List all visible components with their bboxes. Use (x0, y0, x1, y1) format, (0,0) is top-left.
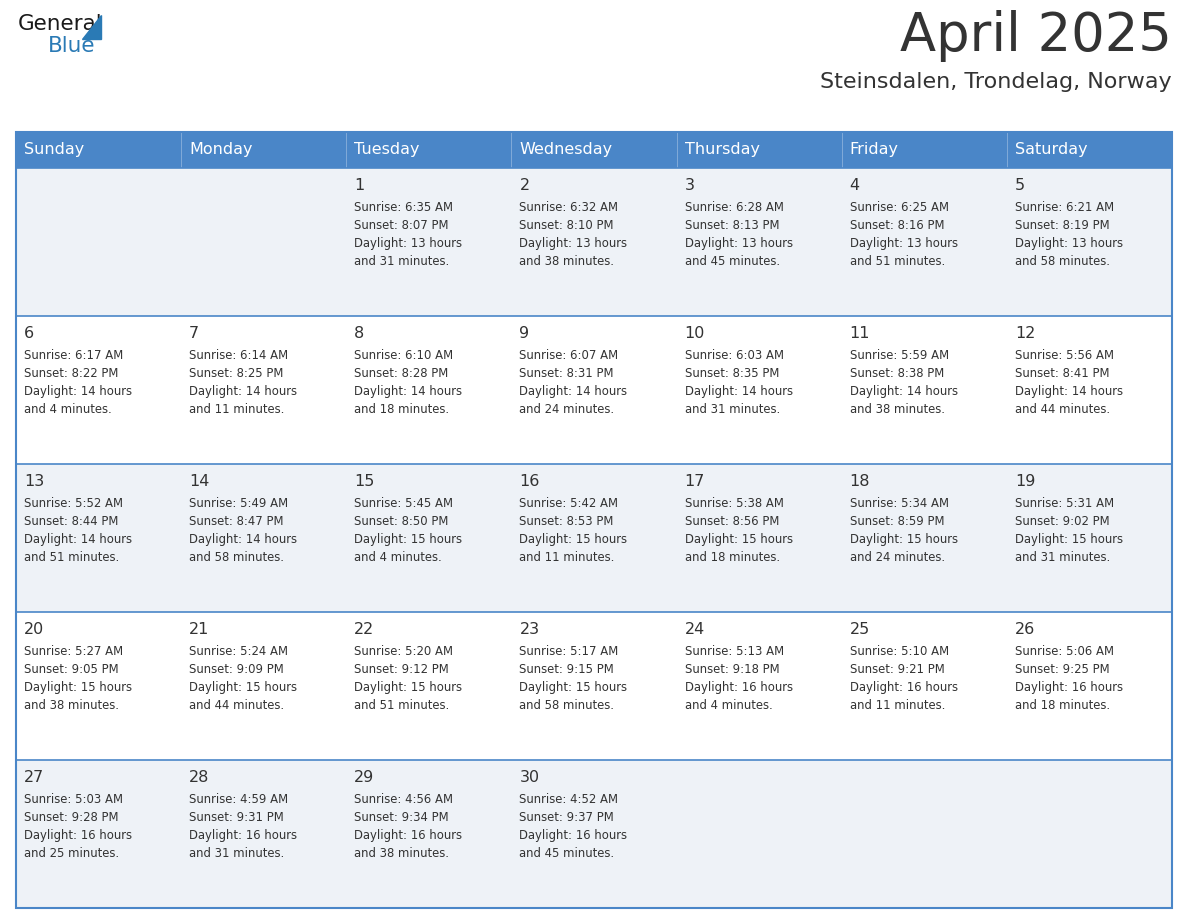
Text: Sunrise: 6:14 AM
Sunset: 8:25 PM
Daylight: 14 hours
and 11 minutes.: Sunrise: 6:14 AM Sunset: 8:25 PM Dayligh… (189, 349, 297, 416)
Text: Sunrise: 6:35 AM
Sunset: 8:07 PM
Daylight: 13 hours
and 31 minutes.: Sunrise: 6:35 AM Sunset: 8:07 PM Dayligh… (354, 201, 462, 268)
Text: Sunrise: 5:45 AM
Sunset: 8:50 PM
Daylight: 15 hours
and 4 minutes.: Sunrise: 5:45 AM Sunset: 8:50 PM Dayligh… (354, 497, 462, 564)
Text: Monday: Monday (189, 142, 253, 157)
Text: 6: 6 (24, 326, 34, 341)
Text: 12: 12 (1015, 326, 1035, 341)
Text: 23: 23 (519, 622, 539, 637)
Text: 14: 14 (189, 474, 209, 489)
Text: 8: 8 (354, 326, 365, 341)
Text: Sunrise: 4:56 AM
Sunset: 9:34 PM
Daylight: 16 hours
and 38 minutes.: Sunrise: 4:56 AM Sunset: 9:34 PM Dayligh… (354, 793, 462, 860)
Text: Sunrise: 6:28 AM
Sunset: 8:13 PM
Daylight: 13 hours
and 45 minutes.: Sunrise: 6:28 AM Sunset: 8:13 PM Dayligh… (684, 201, 792, 268)
Text: Friday: Friday (849, 142, 898, 157)
Bar (15, 612, 1173, 760)
Text: 15: 15 (354, 474, 374, 489)
Text: Sunrise: 5:13 AM
Sunset: 9:18 PM
Daylight: 16 hours
and 4 minutes.: Sunrise: 5:13 AM Sunset: 9:18 PM Dayligh… (684, 645, 792, 712)
Text: Sunrise: 5:24 AM
Sunset: 9:09 PM
Daylight: 15 hours
and 44 minutes.: Sunrise: 5:24 AM Sunset: 9:09 PM Dayligh… (189, 645, 297, 712)
Text: 18: 18 (849, 474, 871, 489)
Polygon shape (82, 15, 101, 39)
Bar (15, 464, 1173, 612)
Bar (15, 131, 1173, 168)
Text: Sunrise: 5:42 AM
Sunset: 8:53 PM
Daylight: 15 hours
and 11 minutes.: Sunrise: 5:42 AM Sunset: 8:53 PM Dayligh… (519, 497, 627, 564)
Text: 27: 27 (24, 770, 44, 785)
Text: Sunrise: 5:17 AM
Sunset: 9:15 PM
Daylight: 15 hours
and 58 minutes.: Sunrise: 5:17 AM Sunset: 9:15 PM Dayligh… (519, 645, 627, 712)
Text: Sunrise: 5:03 AM
Sunset: 9:28 PM
Daylight: 16 hours
and 25 minutes.: Sunrise: 5:03 AM Sunset: 9:28 PM Dayligh… (24, 793, 132, 860)
Text: Thursday: Thursday (684, 142, 759, 157)
Text: 10: 10 (684, 326, 704, 341)
Text: Sunday: Sunday (24, 142, 84, 157)
Text: Blue: Blue (48, 36, 95, 56)
Text: 11: 11 (849, 326, 871, 341)
Text: 4: 4 (849, 178, 860, 193)
Text: 1: 1 (354, 178, 365, 193)
Bar (15, 131, 1173, 908)
Text: 2: 2 (519, 178, 530, 193)
Text: Sunrise: 6:07 AM
Sunset: 8:31 PM
Daylight: 14 hours
and 24 minutes.: Sunrise: 6:07 AM Sunset: 8:31 PM Dayligh… (519, 349, 627, 416)
Text: Sunrise: 5:38 AM
Sunset: 8:56 PM
Daylight: 15 hours
and 18 minutes.: Sunrise: 5:38 AM Sunset: 8:56 PM Dayligh… (684, 497, 792, 564)
Text: 7: 7 (189, 326, 200, 341)
Text: 9: 9 (519, 326, 530, 341)
Text: Sunrise: 5:49 AM
Sunset: 8:47 PM
Daylight: 14 hours
and 58 minutes.: Sunrise: 5:49 AM Sunset: 8:47 PM Dayligh… (189, 497, 297, 564)
Text: 13: 13 (24, 474, 44, 489)
Text: Sunrise: 5:20 AM
Sunset: 9:12 PM
Daylight: 15 hours
and 51 minutes.: Sunrise: 5:20 AM Sunset: 9:12 PM Dayligh… (354, 645, 462, 712)
Text: Sunrise: 5:27 AM
Sunset: 9:05 PM
Daylight: 15 hours
and 38 minutes.: Sunrise: 5:27 AM Sunset: 9:05 PM Dayligh… (24, 645, 132, 712)
Text: 16: 16 (519, 474, 539, 489)
Text: Sunrise: 5:10 AM
Sunset: 9:21 PM
Daylight: 16 hours
and 11 minutes.: Sunrise: 5:10 AM Sunset: 9:21 PM Dayligh… (849, 645, 958, 712)
Text: Sunrise: 6:32 AM
Sunset: 8:10 PM
Daylight: 13 hours
and 38 minutes.: Sunrise: 6:32 AM Sunset: 8:10 PM Dayligh… (519, 201, 627, 268)
Text: Sunrise: 5:52 AM
Sunset: 8:44 PM
Daylight: 14 hours
and 51 minutes.: Sunrise: 5:52 AM Sunset: 8:44 PM Dayligh… (24, 497, 132, 564)
Text: 30: 30 (519, 770, 539, 785)
Text: 26: 26 (1015, 622, 1035, 637)
Text: 5: 5 (1015, 178, 1025, 193)
Text: Sunrise: 5:34 AM
Sunset: 8:59 PM
Daylight: 15 hours
and 24 minutes.: Sunrise: 5:34 AM Sunset: 8:59 PM Dayligh… (849, 497, 958, 564)
Text: General: General (18, 14, 102, 34)
Text: Sunrise: 6:25 AM
Sunset: 8:16 PM
Daylight: 13 hours
and 51 minutes.: Sunrise: 6:25 AM Sunset: 8:16 PM Dayligh… (849, 201, 958, 268)
Text: Sunrise: 6:21 AM
Sunset: 8:19 PM
Daylight: 13 hours
and 58 minutes.: Sunrise: 6:21 AM Sunset: 8:19 PM Dayligh… (1015, 201, 1123, 268)
Text: Sunrise: 6:10 AM
Sunset: 8:28 PM
Daylight: 14 hours
and 18 minutes.: Sunrise: 6:10 AM Sunset: 8:28 PM Dayligh… (354, 349, 462, 416)
Text: 17: 17 (684, 474, 704, 489)
Text: Steinsdalen, Trondelag, Norway: Steinsdalen, Trondelag, Norway (821, 72, 1173, 92)
Text: 22: 22 (354, 622, 374, 637)
Text: 28: 28 (189, 770, 209, 785)
Text: 29: 29 (354, 770, 374, 785)
Text: Sunrise: 5:31 AM
Sunset: 9:02 PM
Daylight: 15 hours
and 31 minutes.: Sunrise: 5:31 AM Sunset: 9:02 PM Dayligh… (1015, 497, 1123, 564)
Text: 3: 3 (684, 178, 695, 193)
Text: April 2025: April 2025 (901, 10, 1173, 62)
Bar (15, 760, 1173, 908)
Text: Sunrise: 5:56 AM
Sunset: 8:41 PM
Daylight: 14 hours
and 44 minutes.: Sunrise: 5:56 AM Sunset: 8:41 PM Dayligh… (1015, 349, 1123, 416)
Text: 25: 25 (849, 622, 870, 637)
Text: 24: 24 (684, 622, 704, 637)
Text: Sunrise: 6:17 AM
Sunset: 8:22 PM
Daylight: 14 hours
and 4 minutes.: Sunrise: 6:17 AM Sunset: 8:22 PM Dayligh… (24, 349, 132, 416)
Text: Sunrise: 5:06 AM
Sunset: 9:25 PM
Daylight: 16 hours
and 18 minutes.: Sunrise: 5:06 AM Sunset: 9:25 PM Dayligh… (1015, 645, 1123, 712)
Text: Sunrise: 5:59 AM
Sunset: 8:38 PM
Daylight: 14 hours
and 38 minutes.: Sunrise: 5:59 AM Sunset: 8:38 PM Dayligh… (849, 349, 958, 416)
Text: Saturday: Saturday (1015, 142, 1087, 157)
Text: Sunrise: 4:59 AM
Sunset: 9:31 PM
Daylight: 16 hours
and 31 minutes.: Sunrise: 4:59 AM Sunset: 9:31 PM Dayligh… (189, 793, 297, 860)
Text: Sunrise: 4:52 AM
Sunset: 9:37 PM
Daylight: 16 hours
and 45 minutes.: Sunrise: 4:52 AM Sunset: 9:37 PM Dayligh… (519, 793, 627, 860)
Text: 21: 21 (189, 622, 209, 637)
Bar (15, 168, 1173, 316)
Text: Tuesday: Tuesday (354, 142, 419, 157)
Text: Wednesday: Wednesday (519, 142, 613, 157)
Text: Sunrise: 6:03 AM
Sunset: 8:35 PM
Daylight: 14 hours
and 31 minutes.: Sunrise: 6:03 AM Sunset: 8:35 PM Dayligh… (684, 349, 792, 416)
Text: 20: 20 (24, 622, 44, 637)
Text: 19: 19 (1015, 474, 1035, 489)
Bar (15, 316, 1173, 464)
